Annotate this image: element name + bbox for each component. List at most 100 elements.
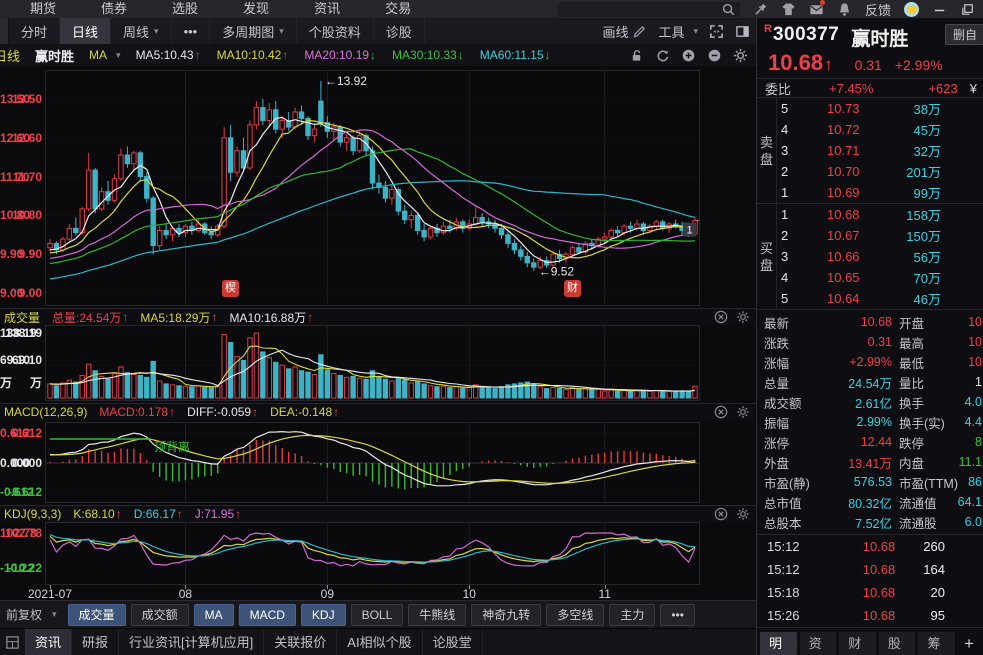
ask-book-label: 卖盘 — [759, 134, 773, 167]
pane-settings-gear-icon[interactable] — [736, 405, 750, 419]
ask-row: 2 10.70 201万 — [781, 164, 941, 180]
volume-pane-header: 成交量 总量:24.54万 ↑ MA5:18.29万 ↑ MA10:16.88万 ↑ — [0, 308, 756, 325]
pane-settings-gear-icon[interactable] — [736, 310, 750, 324]
tab-label: ••• — [183, 23, 198, 39]
skin-shirt-icon[interactable] — [781, 2, 796, 17]
x-tick-mark — [469, 585, 471, 589]
indicator-button-9[interactable]: 主力 — [609, 603, 656, 626]
quote-tab-2[interactable]: 财务 — [839, 631, 876, 655]
macd-axis-label: 0.612 — [11, 426, 42, 440]
x-tick-mark — [604, 585, 606, 589]
settings-gear-icon[interactable] — [733, 48, 748, 63]
delete-watchlist-button[interactable]: 删自 — [945, 24, 983, 45]
pane-settings-gear-icon[interactable] — [736, 507, 750, 521]
ma-selector[interactable]: MA ▾ — [89, 48, 121, 62]
bid-book: 买盘 1 10.68 158万 2 10.67 150万 3 10.66 56万 4 10.65 70… — [757, 204, 983, 310]
indicator-button-10[interactable]: ••• — [660, 603, 695, 626]
main-price-chart[interactable]: 1 ←13.92 ←9.52 — [45, 70, 700, 306]
tab-1[interactable]: 日线 — [60, 18, 112, 44]
volume-chart[interactable] — [45, 325, 700, 401]
tab-0[interactable]: 分时 — [9, 18, 61, 44]
unlock-icon[interactable] — [629, 48, 644, 63]
tab-label: 日线 — [72, 24, 99, 40]
menu-item-3[interactable]: 发现 — [243, 1, 270, 16]
weibi-row: 委比 +7.45% +623 ¥ — [757, 79, 983, 98]
volume-axis-label: 138.19 — [5, 326, 42, 340]
search-box[interactable] — [557, 1, 740, 17]
search-icon[interactable] — [721, 2, 736, 17]
close-pane-icon[interactable] — [714, 405, 728, 419]
mail-icon[interactable] — [809, 0, 825, 17]
indicator-button-4[interactable]: KDJ — [300, 603, 346, 626]
quote-tab-3[interactable]: 股性 — [878, 631, 916, 655]
tab-label: 分时 — [21, 24, 48, 40]
pin-arrow-icon[interactable] — [753, 2, 768, 17]
tab-bar-left-sliver — [0, 18, 9, 44]
quote-tab-0[interactable]: 明细 — [760, 631, 797, 655]
tab-label: 多周期图 — [222, 24, 275, 40]
quote-tab-4[interactable]: 筹码 — [918, 631, 956, 655]
feedback-link[interactable]: 反馈 — [864, 2, 891, 18]
indicator-button-3[interactable]: MACD — [238, 603, 296, 626]
menu-item-1[interactable]: 债券 — [101, 1, 128, 16]
bottom-tab-3[interactable]: 关联报价 — [264, 629, 338, 655]
ask-row: 1 10.69 99万 — [781, 185, 941, 201]
fullscreen-icon[interactable] — [709, 24, 724, 39]
add-tab-button[interactable]: + — [964, 633, 974, 653]
x-tick-mark — [327, 585, 329, 589]
price-change: 0.31 — [854, 57, 882, 73]
bottom-tab-5[interactable]: 论股堂 — [423, 629, 483, 655]
menu-item-5[interactable]: 交易 — [385, 1, 412, 16]
tab-4[interactable]: 多周期图 ▾ — [210, 18, 297, 44]
close-pane-icon[interactable] — [714, 507, 728, 521]
bell-icon[interactable] — [837, 2, 852, 17]
bottom-tab-4[interactable]: AI相似个股 — [337, 629, 423, 655]
stats-row: 总量 24.54万 量比 1 — [764, 375, 982, 391]
tab-6[interactable]: 诊股 — [374, 18, 425, 44]
indicator-button-5[interactable]: BOLL — [350, 603, 404, 626]
price-axis-label: 9.00 — [0, 286, 24, 300]
tab-5[interactable]: 个股资料 — [297, 18, 374, 44]
draw-line-button[interactable]: 画线 — [602, 22, 647, 41]
event-badge[interactable]: 财 — [564, 280, 581, 297]
event-badge[interactable]: 楔 — [222, 280, 239, 297]
price-adjust-dropdown[interactable]: 前复权 ▾ — [6, 608, 57, 622]
tools-dropdown[interactable]: 工具 ▾ — [658, 24, 698, 40]
tab-3[interactable]: ••• — [172, 18, 211, 44]
kdj-chart[interactable] — [45, 522, 700, 585]
svg-text:1: 1 — [686, 225, 692, 237]
indicator-button-0[interactable]: 成交量 — [67, 603, 126, 626]
menu-item-2[interactable]: 选股 — [172, 1, 199, 16]
quote-tab-1[interactable]: 资金 — [799, 631, 837, 655]
side-panel-toggle-icon[interactable] — [735, 24, 750, 39]
macd-chart[interactable]: 顶背离 — [45, 422, 700, 503]
tab-2[interactable]: 周线 ▾ — [111, 18, 172, 44]
avatar[interactable] — [904, 1, 919, 17]
refresh-icon[interactable] — [655, 48, 670, 63]
up-arrow-icon: ↑ — [115, 507, 122, 521]
indicator-button-6[interactable]: 牛熊线 — [408, 603, 467, 626]
bottom-tab-1[interactable]: 研报 — [72, 629, 120, 655]
zoom-in-icon[interactable] — [681, 48, 696, 63]
bid-book-label: 买盘 — [759, 240, 773, 273]
time-and-sales: 15:12 10.68 260 15:12 10.68 164 15:18 10.68 20 15… — [757, 535, 983, 627]
close-pane-icon[interactable] — [714, 310, 728, 324]
down-arrow-icon: ↓ — [544, 48, 551, 62]
bottom-tab-2[interactable]: 行业资讯[计算机应用] — [119, 629, 265, 655]
menu-item-0[interactable]: 期货 — [30, 1, 57, 16]
chart-region: 1 ←13.92 ←9.52 成交量 总量:24.54万 ↑ MA5:18.29万 ↑ … — [0, 66, 756, 601]
price-axis-label: 10.80 — [11, 208, 42, 223]
indicator-button-8[interactable]: 多空线 — [546, 603, 605, 626]
indicator-button-2[interactable]: MA — [193, 603, 234, 626]
zoom-out-icon[interactable] — [707, 48, 722, 63]
bottom-tab-0[interactable]: 资讯 — [25, 629, 73, 655]
quote-panel-tabs: 明细资金财务股性筹码 + — [757, 627, 983, 655]
restore-window-button[interactable] — [960, 2, 975, 17]
menu-item-4[interactable]: 资讯 — [314, 1, 341, 16]
indicator-button-7[interactable]: 神奇九转 — [471, 603, 542, 626]
minimize-button[interactable] — [932, 2, 947, 17]
price-axis-label: 10.80 — [0, 208, 31, 223]
x-tick-label: 08 — [178, 587, 193, 601]
indicator-button-1[interactable]: 成交额 — [130, 603, 189, 626]
bid-row: 3 10.66 56万 — [781, 249, 941, 265]
